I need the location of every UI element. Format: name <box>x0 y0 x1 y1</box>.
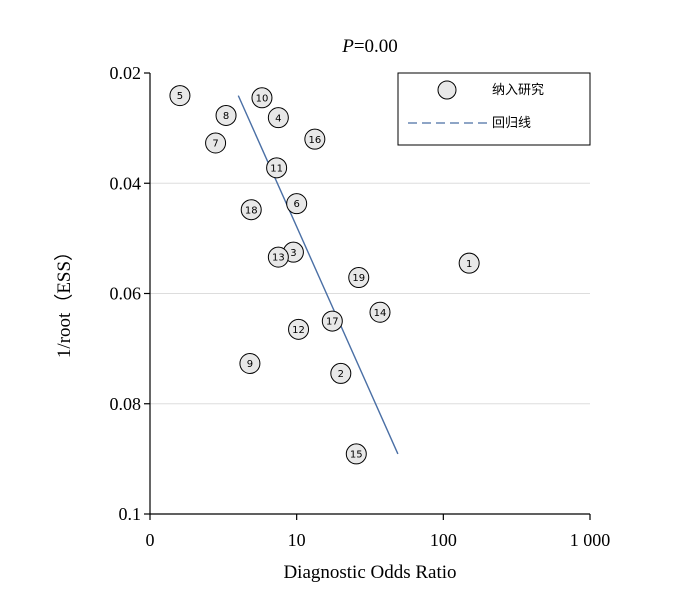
study-point: 10 <box>251 87 273 109</box>
study-point-label: 16 <box>308 135 321 146</box>
study-point: 6 <box>286 193 308 215</box>
chart-title: P=0.00 <box>341 36 398 57</box>
y-tick-label: 0.04 <box>110 173 142 193</box>
study-point-label: 10 <box>256 93 269 104</box>
study-point-marker <box>458 252 480 274</box>
study-point-label: 1 <box>466 259 472 270</box>
study-point-marker <box>286 193 308 215</box>
title-p-label: P <box>341 36 354 57</box>
study-point-label: 7 <box>212 139 218 150</box>
study-point-marker <box>251 87 273 109</box>
study-point-marker <box>169 85 191 107</box>
study-point-label: 8 <box>223 111 229 122</box>
study-point-marker <box>288 318 310 340</box>
study-point-marker <box>348 267 370 289</box>
study-point-marker <box>345 443 367 465</box>
study-point-marker <box>369 301 391 323</box>
study-point: 9 <box>239 353 261 375</box>
study-point: 17 <box>321 310 343 332</box>
study-point-label: 2 <box>338 369 344 380</box>
y-tick-label: 0.1 <box>119 504 142 524</box>
title-p-value: =0.00 <box>354 36 398 57</box>
study-point: 16 <box>304 128 326 150</box>
study-point-label: 15 <box>350 450 363 461</box>
study-point-label: 6 <box>293 199 299 210</box>
y-tick-label: 0.02 <box>110 63 142 83</box>
study-point: 12 <box>288 318 310 340</box>
study-point-label: 11 <box>270 163 283 174</box>
study-point: 11 <box>266 157 288 179</box>
legend-label-regression: 回归线 <box>492 116 531 131</box>
legend-circle-icon <box>437 80 457 100</box>
study-point-marker <box>240 199 262 221</box>
study-point-marker <box>267 107 289 129</box>
study-point: 19 <box>348 267 370 289</box>
y-axis-label: 1/root（ESS） <box>53 242 75 358</box>
y-tick-label: 0.06 <box>110 284 142 304</box>
study-point-label: 14 <box>374 308 387 319</box>
study-point-marker <box>205 132 227 154</box>
regression-layer <box>237 95 399 455</box>
study-point: 1 <box>458 252 480 274</box>
study-point: 8 <box>215 104 237 126</box>
study-point: 15 <box>345 443 367 465</box>
x-tick-label: 100 <box>430 530 457 550</box>
legend-box <box>397 72 591 146</box>
study-point-label: 9 <box>247 359 253 370</box>
study-point: 4 <box>267 107 289 129</box>
x-tick-label: 0 <box>146 530 155 550</box>
study-point-label: 17 <box>326 317 339 328</box>
study-point-marker <box>215 104 237 126</box>
regression-line <box>237 95 399 455</box>
study-point-marker <box>266 157 288 179</box>
study-point-marker <box>267 246 289 268</box>
study-point-marker <box>321 310 343 332</box>
study-point-label: 18 <box>245 205 258 216</box>
study-point: 18 <box>240 199 262 221</box>
study-point-label: 5 <box>177 91 183 102</box>
x-tick-label: 1 000 <box>570 530 611 550</box>
study-point-label: 12 <box>292 325 305 336</box>
y-tick-label: 0.08 <box>110 394 142 414</box>
x-tick-label: 10 <box>288 530 306 550</box>
study-point-label: 4 <box>275 113 281 124</box>
study-point: 2 <box>330 362 352 384</box>
study-point-label: 13 <box>272 253 285 264</box>
study-point-marker <box>304 128 326 150</box>
study-point-marker <box>239 353 261 375</box>
study-point: 13 <box>267 246 289 268</box>
axis-ticks: 0.02 0.04 0.06 0.08 0.10 10 100 1 000 <box>110 63 611 550</box>
legend-label-studies: 纳入研究 <box>492 83 544 98</box>
legend: 纳入研究 回归线 <box>397 72 591 146</box>
study-point: 7 <box>205 132 227 154</box>
study-point-marker <box>330 362 352 384</box>
study-point-label: 19 <box>352 273 365 284</box>
gridlines <box>150 182 590 405</box>
study-point: 5 <box>169 85 191 107</box>
study-point-label: 3 <box>290 248 296 259</box>
x-axis-label: Diagnostic Odds Ratio <box>283 562 456 583</box>
study-point: 14 <box>369 301 391 323</box>
